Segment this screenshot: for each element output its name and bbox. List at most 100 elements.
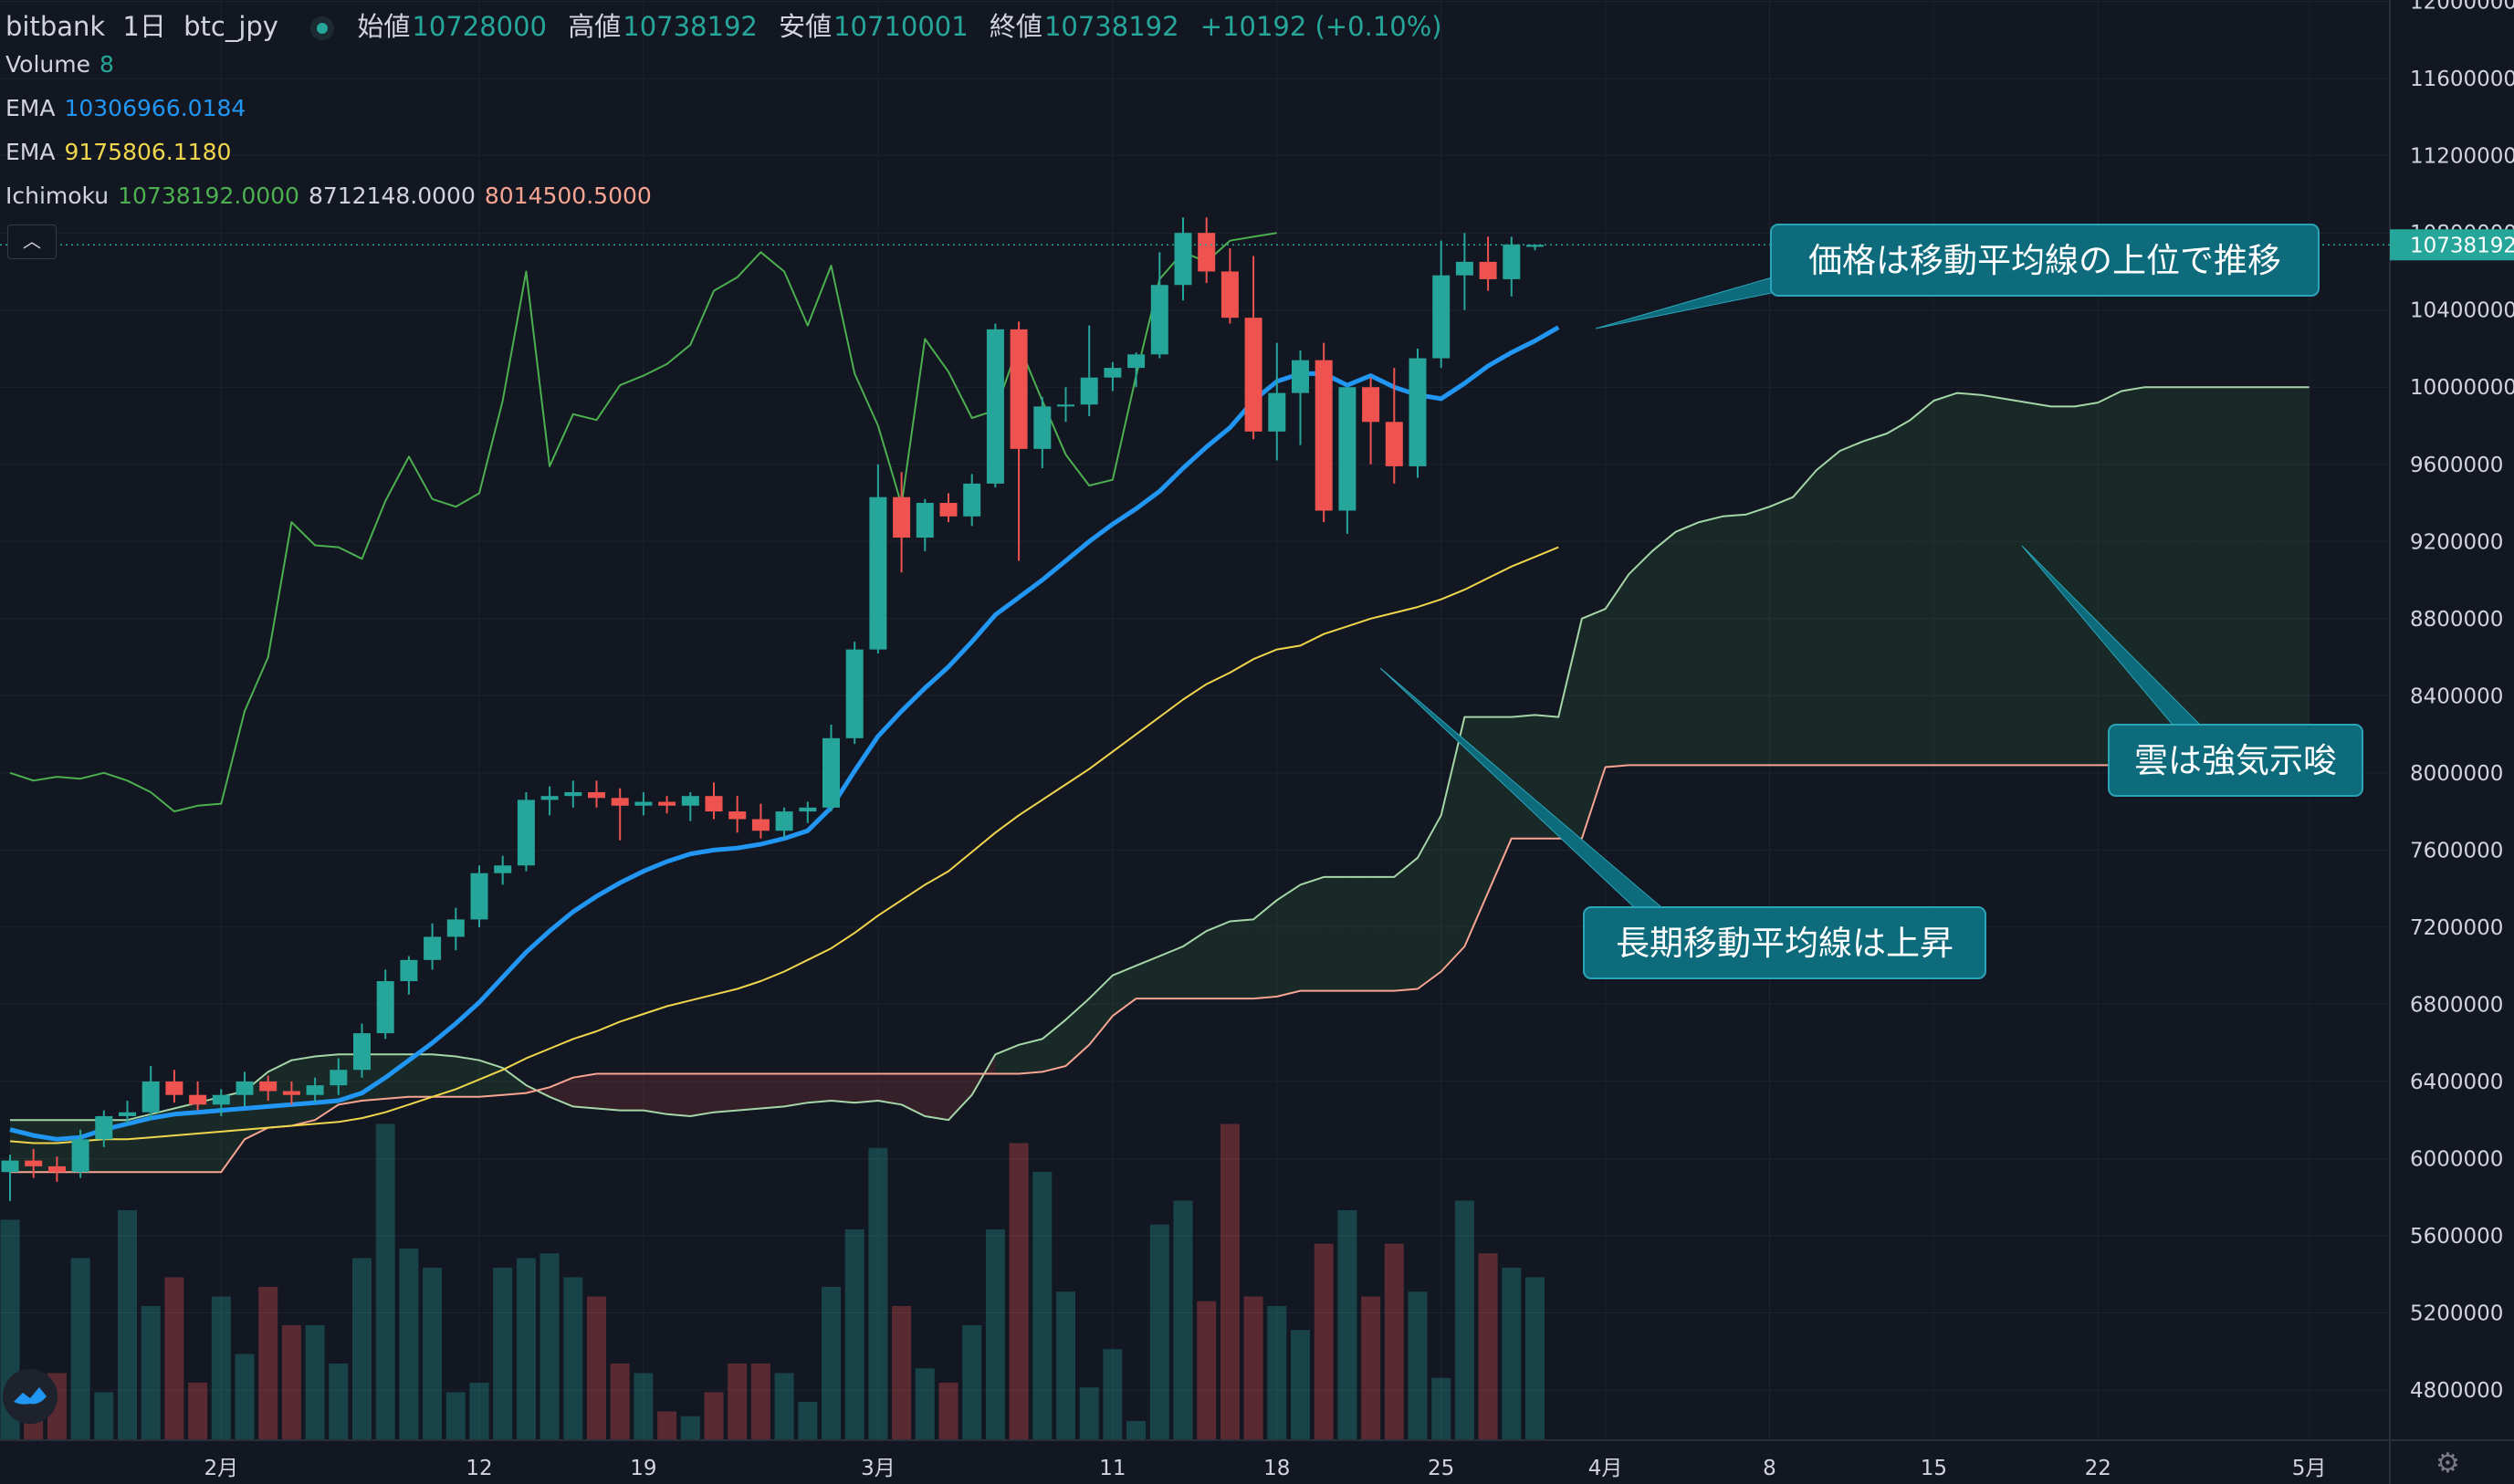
cloud-segment [151,1108,174,1173]
candle-body [1,1160,19,1173]
candle-body [282,1091,300,1095]
cloud-segment [2004,398,2028,766]
volume-bar [445,1392,466,1440]
candle-body [165,1081,183,1095]
price-tick-label: 11200000 [2410,145,2514,169]
volume-bar [1197,1301,1217,1440]
candle-body [845,649,864,738]
interval-label[interactable]: 1日 [122,11,166,42]
volume-bar [750,1364,770,1440]
cloud-segment [1629,550,1652,766]
low-label: 安値 [779,11,833,42]
candle-body [1503,244,1521,279]
cloud-segment [2192,387,2215,766]
candle-body [95,1115,113,1140]
cloud-segment [1089,975,1113,1045]
time-tick-label: 19 [630,1457,656,1480]
volume-bar [985,1229,1005,1440]
candle-body [986,329,1004,484]
cloud-segment [1723,514,1746,766]
candle-body [916,503,934,538]
volume-bar [1525,1277,1545,1440]
candle-body [1268,392,1286,432]
candle-body [1174,233,1192,286]
symbol-name[interactable]: btc_jpy [183,11,278,42]
candle-body [1479,261,1497,279]
candle-body [1526,245,1544,247]
cloud-segment [1324,876,1347,991]
ichimoku-value-2: 8712148.0000 [308,183,476,209]
volume-bar [141,1306,161,1440]
candle-body [1104,368,1122,378]
settings-gear-icon[interactable]: ⚙ [2435,1447,2460,1479]
cloud-segment [1558,618,1582,839]
tradingview-logo-icon[interactable] [3,1369,58,1424]
candle-body [1315,360,1333,511]
candle-body [141,1081,160,1113]
cloud-segment [432,1054,456,1097]
time-tick-label: 22 [2085,1457,2111,1480]
cloud-segment [1300,876,1325,991]
candle-body [236,1081,254,1095]
candle-body [424,936,442,960]
candle-body [1150,285,1168,355]
lagging-span-line [9,232,1277,813]
callout-box [1583,906,1986,979]
cloud-segment [2027,402,2051,766]
cloud-segment [2285,387,2310,766]
candle-body [353,1033,371,1071]
cloud-segment [1957,392,1981,766]
time-tick-label: 5月 [2292,1457,2327,1480]
cloud-segment [877,1073,902,1105]
cloud-segment [572,1073,597,1109]
candle-body [446,919,465,937]
cloud-segment [1346,876,1371,991]
ema-slow-value: 9175806.1180 [64,139,232,165]
ema-slow-legend[interactable]: EMA 9175806.1180 [5,139,240,165]
cloud-segment [1253,900,1277,999]
cloud-segment [2238,387,2263,766]
price-tick-label: 6000000 [2410,1147,2503,1171]
callout-box [1770,224,2320,297]
cloud-segment [831,1073,855,1103]
volume-bar [1032,1172,1053,1440]
cloud-segment [197,1096,222,1173]
volume-bar [70,1258,90,1440]
volume-bar [1408,1291,1428,1440]
candle-body [47,1165,66,1173]
price-tick-label: 6400000 [2410,1071,2503,1094]
price-tick-label: 7200000 [2410,916,2503,940]
volume-bar [610,1364,630,1440]
cloud-segment [127,1113,152,1173]
volume-bar [1243,1296,1263,1440]
ichimoku-legend[interactable]: Ichimoku 10738192.0000 8712148.0000 8014500… [5,183,661,209]
volume-bar [469,1383,489,1440]
chevron-up-icon: ︿ [23,230,41,252]
exchange-name[interactable]: bitbank [5,11,106,42]
volume-bar [211,1296,231,1440]
time-tick-label: 2月 [204,1457,238,1480]
volume-bar [118,1210,137,1440]
collapse-legend-button[interactable]: ︿ [7,225,57,259]
cloud-segment [1816,450,1840,766]
volume-bar [305,1325,325,1440]
volume-bar [728,1364,748,1440]
volume-bar [423,1268,443,1440]
volume-bar [539,1253,560,1440]
open-value: 10728000 [412,11,548,42]
volume-bar [680,1416,700,1440]
volume-bar [164,1277,184,1440]
volume-bar [1220,1123,1240,1440]
candle-body [1010,329,1028,449]
volume-bar [634,1373,654,1440]
candle-body [1385,422,1403,466]
ema-fast-legend[interactable]: EMA 10306966.0184 [5,95,255,121]
price-tick-label: 12000000 [2410,0,2514,15]
cloud-segment [2262,387,2286,766]
span-a-line [10,386,2310,1122]
volume-legend[interactable]: Volume 8 [5,51,123,78]
volume-bar [892,1306,912,1440]
volume-label: Volume [5,51,90,78]
time-tick-label: 4月 [1588,1457,1623,1480]
